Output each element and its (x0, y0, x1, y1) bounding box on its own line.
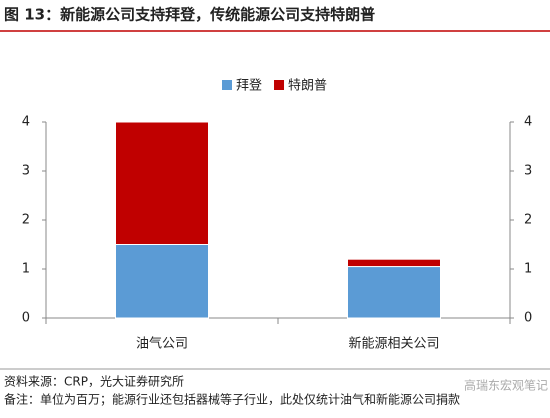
source: 资料来源：CRP，光大证券研究所 (4, 374, 184, 389)
y2-tick-label: 1 (524, 262, 532, 277)
y2-tick-label: 4 (524, 115, 532, 130)
y-tick-label: 0 (22, 311, 30, 326)
legend-swatch (274, 80, 285, 90)
y-tick-label: 1 (22, 262, 30, 277)
legend-label: 拜登 (236, 79, 262, 94)
legend-label: 特朗普 (288, 79, 327, 94)
watermark: 高瑞东宏观笔记 (464, 378, 548, 393)
bar-segment (115, 244, 209, 319)
bar-segment (115, 121, 209, 245)
y2-tick-label: 0 (524, 311, 532, 326)
y-tick-label: 3 (22, 164, 30, 179)
y2-tick-label: 3 (524, 164, 532, 179)
bar-segment (347, 258, 441, 268)
y-tick-label: 2 (22, 213, 30, 228)
y-tick-label: 4 (22, 115, 30, 130)
chart-title: 图 13：新能源公司支持拜登，传统能源公司支持特朗普 (4, 6, 375, 24)
bar-segment (347, 266, 441, 319)
note: 备注：单位为百万；能源行业还包括器械等子行业，此处仅统计油气和新能源公司捐款 (4, 392, 460, 407)
y2-tick-label: 2 (524, 213, 532, 228)
legend-swatch (222, 80, 232, 90)
x-tick-label: 油气公司 (136, 336, 188, 352)
x-tick-label: 新能源相关公司 (348, 336, 439, 352)
